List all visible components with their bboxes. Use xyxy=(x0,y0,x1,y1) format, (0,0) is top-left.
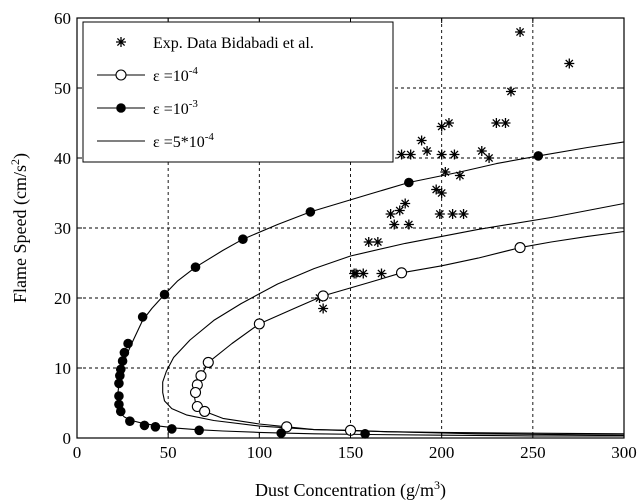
exp-data-point xyxy=(385,209,396,219)
y-tick-label: 30 xyxy=(54,219,71,238)
exp-data-point xyxy=(394,205,405,216)
eps-1e-3-marker-star xyxy=(191,263,200,271)
eps-1e-3-marker-star xyxy=(139,313,147,321)
eps-1e-4-marker xyxy=(202,356,214,368)
exp-data-point xyxy=(454,170,465,181)
legend-label: ε =10-4 xyxy=(153,65,198,85)
eps-1e-3-marker-star xyxy=(160,290,169,299)
legend-entry: ε =10-4 xyxy=(97,65,198,85)
x-tick-label: 200 xyxy=(429,443,455,462)
eps-1e-3-marker-star xyxy=(115,400,123,408)
exp-data-point xyxy=(363,237,374,247)
eps-1e-3-marker-star xyxy=(124,339,132,348)
x-tick-label: 150 xyxy=(338,443,364,462)
legend-box xyxy=(82,21,394,163)
y-tick-label: 60 xyxy=(54,9,71,28)
eps-1e-3-marker-star xyxy=(126,417,134,425)
eps-1e-3-marker-star xyxy=(115,392,123,400)
exp-data-point xyxy=(447,209,458,219)
exp-data-point xyxy=(358,268,369,279)
y-tick-label: 20 xyxy=(54,289,71,308)
legend-open-circle-marker xyxy=(115,69,127,81)
legend-label: Exp. Data Bidabadi et al. xyxy=(153,35,314,52)
x-tick-label: 300 xyxy=(611,443,637,462)
eps-1e-4-marker xyxy=(396,267,408,279)
eps-1e-3-marker-star xyxy=(361,430,369,438)
eps-1e-3-marker-star xyxy=(115,379,123,387)
eps-1e-3-marker-star xyxy=(116,372,124,380)
legend-entry: ε =5*10-4 xyxy=(97,131,214,151)
legend-label: ε =10-3 xyxy=(153,98,198,118)
eps-1e-4-marker xyxy=(281,421,293,433)
exp-data-point xyxy=(389,219,400,230)
x-tick-label: 250 xyxy=(520,443,546,462)
exp-data-point xyxy=(500,118,511,128)
exp-data-point xyxy=(476,146,487,156)
exp-data-point xyxy=(484,153,495,163)
exp-data-point xyxy=(422,146,433,156)
eps-1e-3-marker-star xyxy=(277,429,285,437)
y-tick-label: 10 xyxy=(54,359,71,378)
eps-1e-3-marker-star xyxy=(118,357,127,365)
eps-1e-3-marker-star xyxy=(117,365,125,373)
eps-1e-3-marker-star xyxy=(151,423,160,431)
x-tick-label: 100 xyxy=(247,443,273,462)
y-tick-label: 40 xyxy=(54,149,71,168)
legend-star-marker xyxy=(116,37,126,47)
exp-data-point xyxy=(434,209,445,219)
x-tick-label: 0 xyxy=(73,443,82,462)
data-markers xyxy=(114,27,575,439)
legend-entry: ε =10-3 xyxy=(97,98,198,118)
exp-data-point xyxy=(443,118,454,128)
y-tick-label: 0 xyxy=(63,429,72,448)
eps-1e-3-marker-star xyxy=(117,407,125,415)
eps-1e-4-marker xyxy=(189,386,202,399)
exp-data-point xyxy=(431,184,442,195)
exp-data-point xyxy=(372,237,383,247)
exp-data-point xyxy=(376,268,387,279)
eps-1e-4-marker xyxy=(253,318,265,330)
exp-data-point xyxy=(400,198,411,209)
exp-data-point xyxy=(515,27,526,37)
x-tick-label: 50 xyxy=(160,443,177,462)
eps-1e-4-marker xyxy=(317,290,329,302)
legend: Exp. Data Bidabadi et al. ε =10-4 ε =10-3 ε… xyxy=(82,21,394,163)
exp-data-point xyxy=(505,86,516,97)
exp-data-point xyxy=(436,149,447,160)
exp-data-point xyxy=(449,149,460,160)
eps-1e-3-marker-star xyxy=(168,425,176,433)
exp-data-point xyxy=(440,167,451,177)
exp-data-point xyxy=(436,188,447,198)
x-axis-label: Dust Concentration (g/m3) xyxy=(255,478,446,501)
y-tick-label: 50 xyxy=(54,79,71,98)
eps-1e-4-marker xyxy=(199,405,211,417)
legend-entry: Exp. Data Bidabadi et al. xyxy=(116,35,314,52)
exp-data-point xyxy=(405,149,416,160)
axis-ticks: 0 50 100 150 200 250 300 0 10 20 30 40 50 60 xyxy=(54,9,637,462)
eps-1e-3-marker-star xyxy=(405,178,413,187)
exp-data-point xyxy=(491,118,502,128)
series-3-line xyxy=(162,202,625,436)
eps-1e-4-marker xyxy=(195,370,207,382)
legend-filled-circle-marker-star xyxy=(117,104,125,112)
eps-1e-3-marker-star xyxy=(534,152,542,160)
eps-1e-3-marker-star xyxy=(306,208,314,216)
exp-data-point xyxy=(436,121,447,132)
eps-1e-3-marker-star xyxy=(195,426,203,434)
exp-data-point xyxy=(403,219,414,230)
exp-data-point xyxy=(318,303,329,314)
exp-data-point xyxy=(416,135,427,146)
eps-1e-3-marker-star xyxy=(239,235,247,243)
legend-label: ε =5*10-4 xyxy=(153,131,214,151)
eps-1e-3-marker-star xyxy=(140,421,149,429)
exp-data-point xyxy=(350,268,361,279)
exp-data-point xyxy=(458,209,469,219)
y-axis-label: Flame Speed (cm/s2) xyxy=(8,153,31,303)
exp-data-point xyxy=(564,58,575,69)
eps-1e-4-marker xyxy=(514,242,526,254)
eps-1e-3-marker-star xyxy=(120,349,129,357)
exp-data-point xyxy=(396,149,407,160)
